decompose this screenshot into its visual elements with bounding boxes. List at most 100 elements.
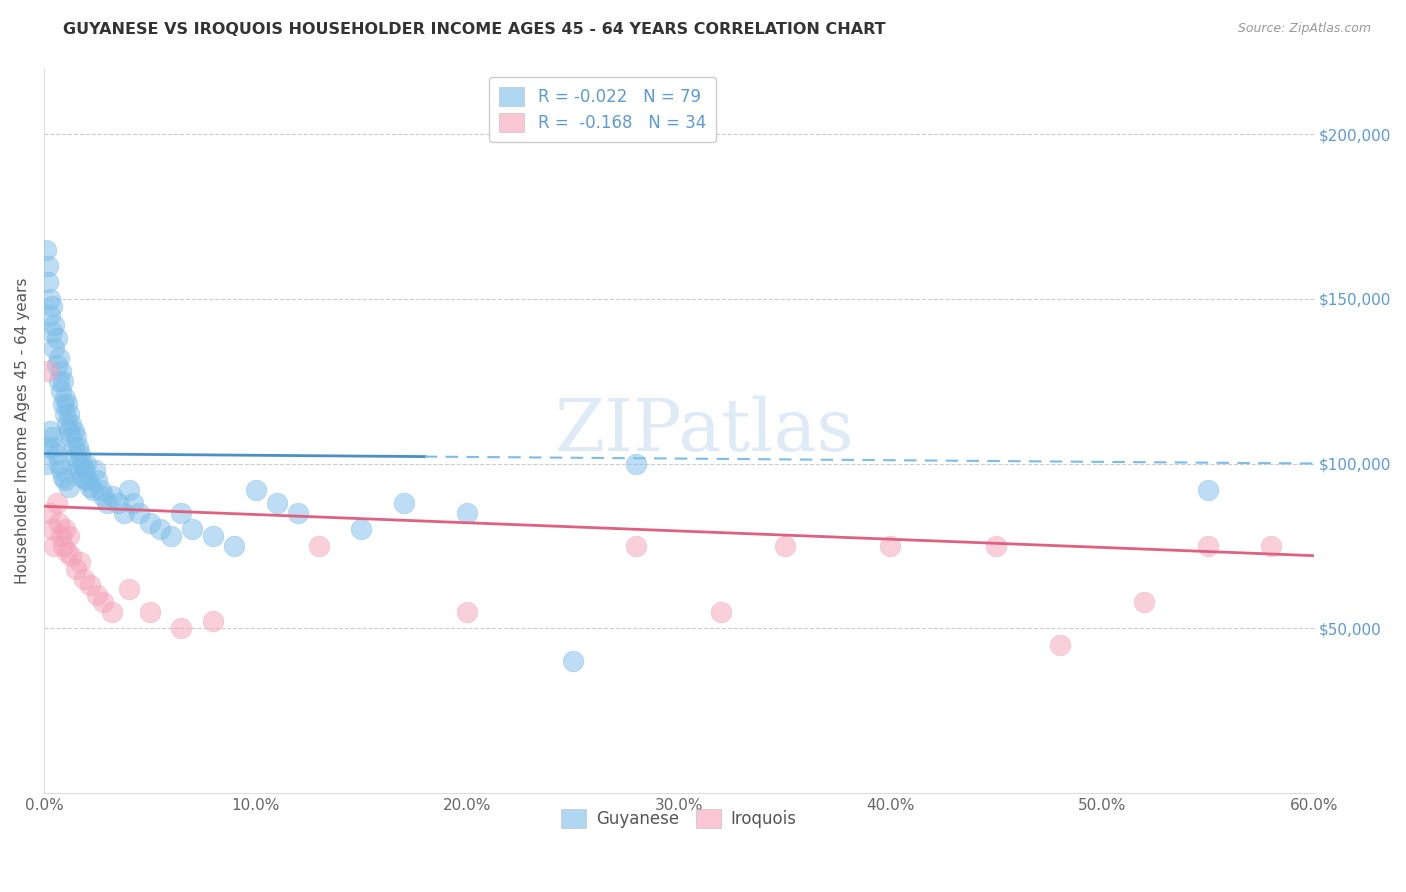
Legend: Guyanese, Iroquois: Guyanese, Iroquois — [554, 803, 803, 835]
Point — [91, 595, 114, 609]
Point — [773, 539, 796, 553]
Point — [456, 605, 478, 619]
Point — [100, 605, 122, 619]
Point — [48, 374, 70, 388]
Point — [66, 440, 89, 454]
Point — [75, 457, 97, 471]
Point — [626, 457, 648, 471]
Point — [562, 654, 585, 668]
Point — [86, 588, 108, 602]
Point — [45, 496, 67, 510]
Point — [117, 582, 139, 596]
Point — [75, 473, 97, 487]
Point — [44, 318, 66, 333]
Point — [879, 539, 901, 553]
Point — [44, 341, 66, 355]
Point — [65, 562, 87, 576]
Point — [39, 292, 62, 306]
Point — [308, 539, 330, 553]
Point — [202, 615, 225, 629]
Point — [86, 473, 108, 487]
Point — [53, 391, 76, 405]
Point — [69, 555, 91, 569]
Point — [53, 473, 76, 487]
Point — [107, 496, 129, 510]
Point — [224, 539, 246, 553]
Point — [170, 506, 193, 520]
Point — [52, 374, 75, 388]
Point — [62, 440, 84, 454]
Point — [60, 417, 83, 431]
Point — [73, 463, 96, 477]
Point — [626, 539, 648, 553]
Point — [56, 417, 79, 431]
Text: Source: ZipAtlas.com: Source: ZipAtlas.com — [1237, 22, 1371, 36]
Point — [1197, 483, 1219, 497]
Point — [58, 529, 80, 543]
Point — [77, 473, 100, 487]
Point — [48, 516, 70, 530]
Point — [91, 490, 114, 504]
Text: GUYANESE VS IROQUOIS HOUSEHOLDER INCOME AGES 45 - 64 YEARS CORRELATION CHART: GUYANESE VS IROQUOIS HOUSEHOLDER INCOME … — [63, 22, 886, 37]
Point — [45, 447, 67, 461]
Point — [45, 358, 67, 372]
Point — [202, 529, 225, 543]
Point — [90, 483, 112, 497]
Point — [60, 549, 83, 563]
Point — [73, 572, 96, 586]
Point — [49, 463, 72, 477]
Point — [392, 496, 415, 510]
Point — [138, 516, 160, 530]
Point — [128, 506, 150, 520]
Point — [39, 309, 62, 323]
Point — [41, 325, 63, 339]
Point — [70, 457, 93, 471]
Point — [62, 424, 84, 438]
Point — [58, 407, 80, 421]
Point — [1260, 539, 1282, 553]
Point — [986, 539, 1008, 553]
Point — [112, 506, 135, 520]
Point — [45, 331, 67, 345]
Point — [37, 364, 59, 378]
Point — [35, 457, 58, 471]
Point — [70, 469, 93, 483]
Point — [52, 397, 75, 411]
Point — [1133, 595, 1156, 609]
Y-axis label: Householder Income Ages 45 - 64 years: Householder Income Ages 45 - 64 years — [15, 277, 30, 584]
Point — [39, 506, 62, 520]
Point — [49, 364, 72, 378]
Point — [65, 450, 87, 464]
Point — [79, 578, 101, 592]
Point — [41, 430, 63, 444]
Point — [1197, 539, 1219, 553]
Point — [56, 545, 79, 559]
Point — [49, 384, 72, 398]
Point — [35, 243, 58, 257]
Point — [287, 506, 309, 520]
Point — [37, 276, 59, 290]
Point — [350, 522, 373, 536]
Point — [58, 479, 80, 493]
Point — [121, 496, 143, 510]
Text: ZIPatlas: ZIPatlas — [554, 395, 853, 466]
Point — [181, 522, 204, 536]
Point — [82, 483, 104, 497]
Point — [96, 496, 118, 510]
Point — [69, 463, 91, 477]
Point — [710, 605, 733, 619]
Point — [53, 522, 76, 536]
Point — [44, 440, 66, 454]
Point — [1049, 638, 1071, 652]
Point — [160, 529, 183, 543]
Point — [266, 496, 288, 510]
Point — [245, 483, 267, 497]
Point — [456, 506, 478, 520]
Point — [53, 407, 76, 421]
Point — [48, 351, 70, 366]
Point — [39, 424, 62, 438]
Point — [83, 463, 105, 477]
Point — [44, 539, 66, 553]
Point — [138, 605, 160, 619]
Point — [48, 457, 70, 471]
